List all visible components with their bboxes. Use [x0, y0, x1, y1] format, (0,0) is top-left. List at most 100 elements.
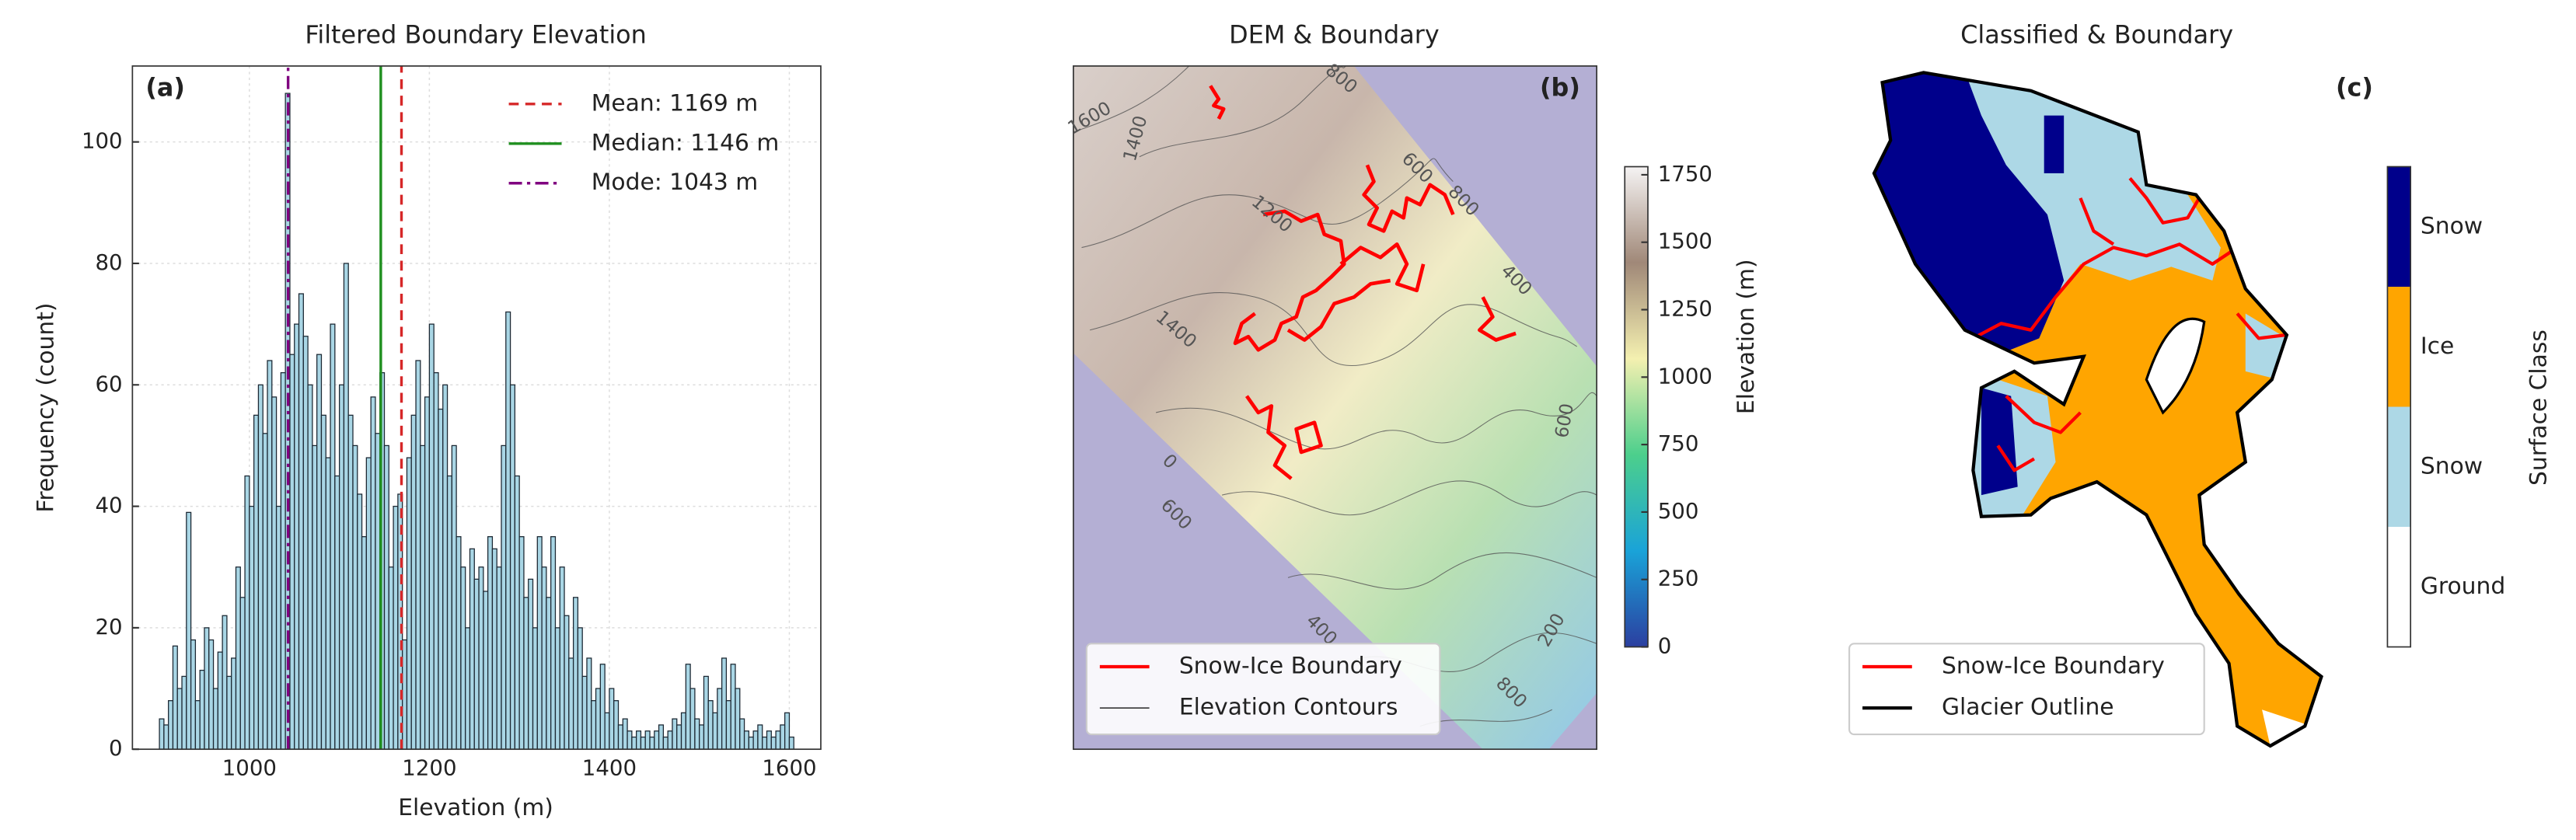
- bar: [546, 597, 552, 750]
- legend-box: [1848, 643, 2205, 736]
- snow-ice-boundary: [1947, 177, 2286, 472]
- bar: [168, 700, 174, 750]
- bar: [730, 664, 736, 750]
- bar: [501, 444, 507, 750]
- bar: [316, 354, 323, 750]
- bar: [428, 323, 435, 750]
- bar: [275, 505, 282, 750]
- bar: [707, 700, 714, 750]
- colorbar-category: Ground: [2421, 573, 2505, 600]
- bar: [325, 457, 331, 750]
- y-tick-label: 80: [95, 249, 122, 275]
- bar: [627, 730, 633, 750]
- bar: [347, 414, 354, 750]
- bar: [775, 730, 781, 750]
- bar: [617, 724, 623, 750]
- bar: [568, 657, 574, 750]
- bar: [239, 597, 246, 750]
- bar: [586, 657, 592, 750]
- legend-label: Glacier Outline: [1942, 694, 2114, 721]
- axes-frame: [131, 65, 822, 751]
- bar: [680, 712, 686, 750]
- bar: [235, 566, 241, 750]
- bar: [312, 444, 318, 750]
- bar: [487, 536, 494, 750]
- x-tick-label: 1600: [762, 755, 816, 781]
- legend-box: [1085, 643, 1441, 736]
- bar: [253, 414, 260, 750]
- bar: [581, 675, 588, 750]
- y-tick-label: 60: [95, 371, 122, 396]
- bar: [613, 700, 620, 750]
- bar: [658, 724, 665, 750]
- bar: [433, 371, 439, 750]
- snow-light-area: [2130, 165, 2221, 281]
- bar: [491, 548, 497, 750]
- bar: [357, 493, 363, 750]
- bar: [541, 566, 547, 750]
- bar: [703, 675, 709, 750]
- legend-label: Mean: 1169 m: [592, 89, 758, 117]
- bar: [307, 384, 313, 750]
- bar: [672, 718, 678, 750]
- bar: [770, 736, 777, 750]
- bar: [599, 664, 606, 750]
- bar: [172, 645, 178, 750]
- bar: [667, 730, 673, 750]
- x-tick-label: 1200: [402, 755, 456, 781]
- colorbar-label: Elevation (m): [1733, 259, 1760, 414]
- snow-dark-area: [2044, 115, 2065, 173]
- bar: [717, 688, 723, 750]
- bar: [163, 724, 169, 750]
- bar: [572, 597, 579, 750]
- colorbar-tick-label: 250: [1658, 566, 1699, 591]
- bar: [393, 505, 399, 750]
- dem-raster: [1073, 65, 1597, 750]
- bar: [181, 675, 187, 750]
- bar: [388, 566, 394, 750]
- panel-label: (b): [1540, 73, 1580, 103]
- ground-area: [2262, 709, 2312, 746]
- colorbar-category: Ice: [2421, 333, 2454, 360]
- bar: [752, 730, 759, 750]
- bar: [186, 511, 192, 750]
- bar: [762, 736, 768, 750]
- bar: [739, 718, 745, 750]
- bar: [505, 311, 511, 750]
- bar: [766, 730, 772, 750]
- bar: [478, 566, 484, 750]
- bar: [725, 700, 731, 750]
- bar: [636, 730, 642, 750]
- bar: [649, 736, 655, 750]
- bar: [748, 736, 754, 750]
- colorbar-category: Snow: [2421, 212, 2483, 239]
- bar: [609, 688, 615, 750]
- bar: [194, 700, 201, 750]
- bar: [446, 475, 452, 750]
- chart-title: Classified & Boundary: [1960, 20, 2233, 50]
- colorbar-segment: [2387, 406, 2411, 528]
- bar: [406, 457, 412, 750]
- legend-label: Snow-Ice Boundary: [1942, 653, 2165, 680]
- snow-dark-area: [1873, 72, 2065, 355]
- bar: [685, 664, 691, 750]
- bar: [689, 688, 696, 750]
- glacier-outline: [2145, 317, 2206, 415]
- bar: [343, 263, 349, 750]
- bar: [298, 293, 304, 750]
- x-tick-label: 1000: [222, 755, 277, 781]
- bar: [662, 736, 668, 750]
- glacier-outline: [1872, 71, 2323, 748]
- bar: [473, 578, 480, 750]
- bar: [465, 627, 471, 750]
- bar: [644, 730, 651, 750]
- colorbar-tick-label: 0: [1658, 633, 1672, 659]
- legend-label: Mode: 1043 m: [592, 169, 758, 196]
- bar: [222, 615, 228, 750]
- bar: [694, 718, 700, 750]
- bar: [528, 578, 534, 750]
- bar: [451, 444, 457, 750]
- bar: [262, 433, 268, 750]
- bar: [532, 627, 538, 750]
- bar: [442, 384, 449, 750]
